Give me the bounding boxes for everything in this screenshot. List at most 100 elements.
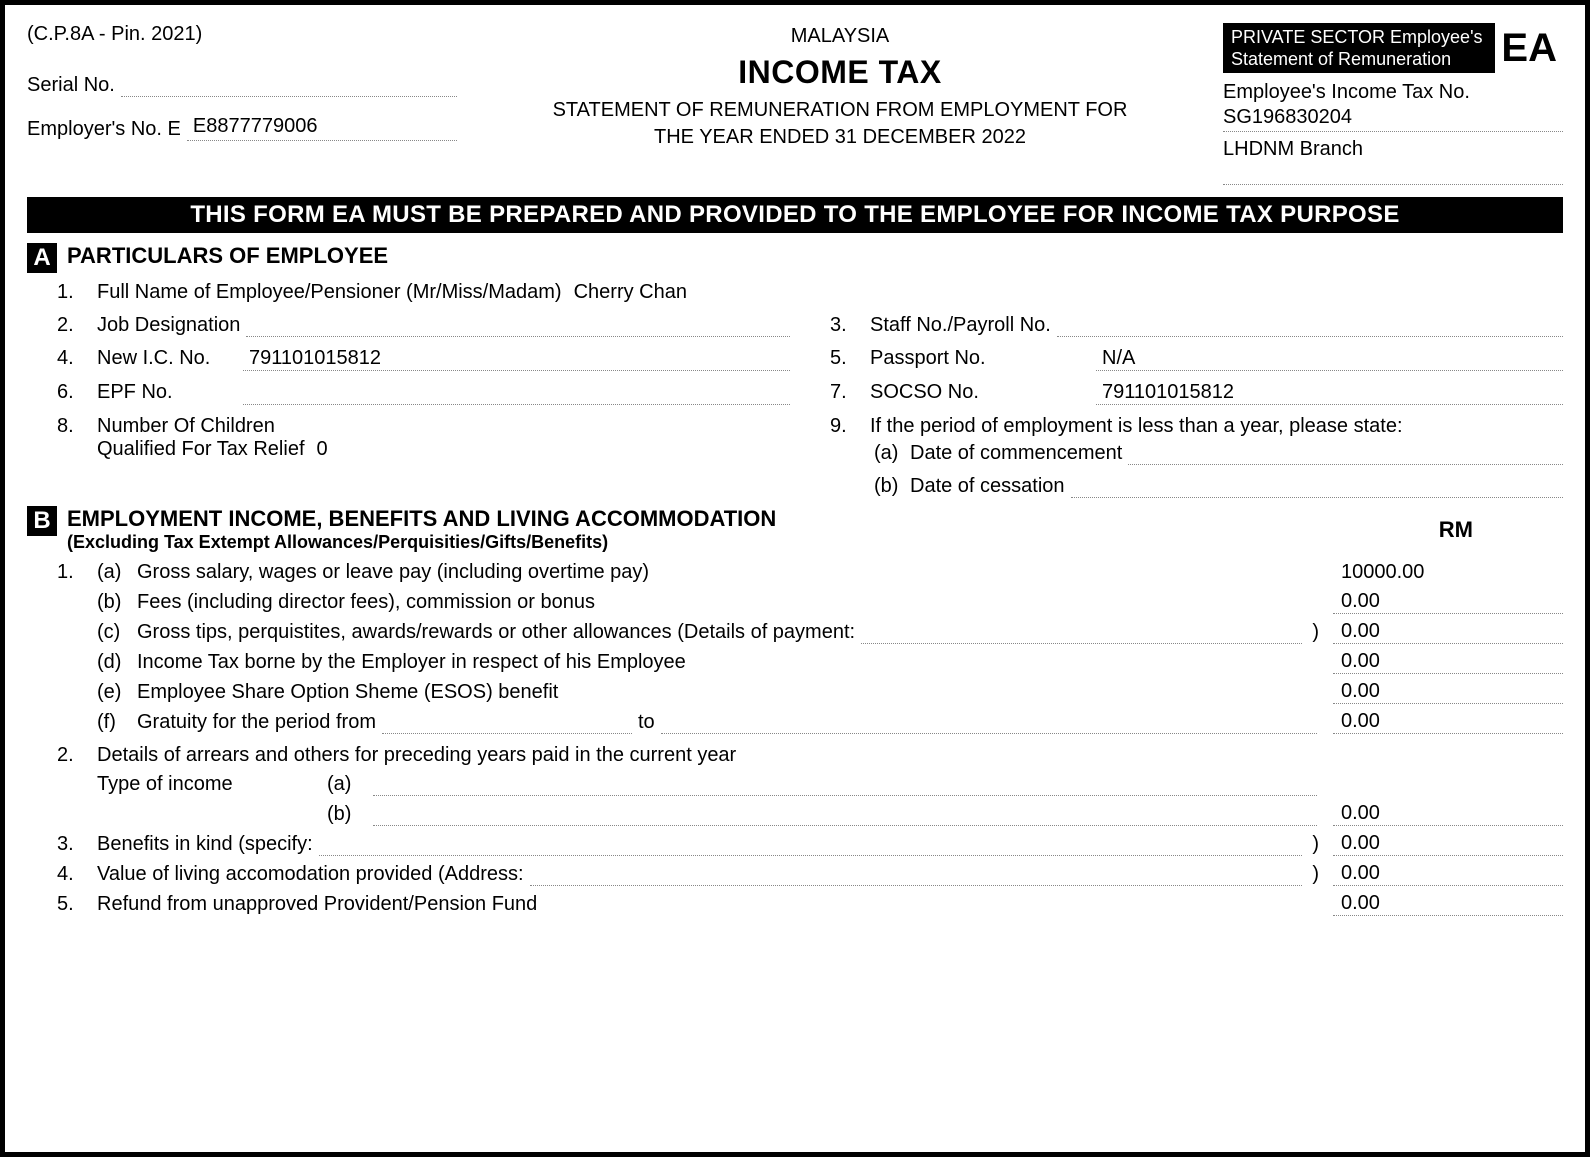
employer-row: Employer's No. E E8877779006 — [27, 115, 457, 141]
section-a-head: A PARTICULARS OF EMPLOYEE — [27, 243, 1563, 273]
a7-label: SOCSO No. — [870, 381, 1090, 405]
b1e-amt: 0.00 — [1333, 680, 1563, 704]
b1e-row: (e) Employee Share Option Sheme (ESOS) b… — [57, 680, 1563, 704]
b4-amt: 0.00 — [1333, 862, 1563, 886]
b2-row: 2. Details of arrears and others for pre… — [57, 744, 1563, 767]
rm-header: RM — [1439, 517, 1563, 543]
b1d-amt: 0.00 — [1333, 650, 1563, 674]
b2-desc: Details of arrears and others for preced… — [97, 744, 1323, 767]
a8-num: 8. — [57, 415, 97, 461]
b1f-desc2: to — [638, 711, 655, 734]
b5-desc: Refund from unapproved Provident/Pension… — [97, 893, 1323, 916]
header: (C.P.8A - Pin. 2021) Serial No. Employer… — [27, 23, 1563, 185]
b2a-row: Type of income (a) — [57, 773, 1563, 796]
a3-value — [1057, 314, 1563, 337]
emp-tax-value: SG196830204 — [1223, 104, 1563, 132]
a9b-value — [1071, 475, 1563, 498]
employer-label: Employer's No. E — [27, 118, 187, 141]
country: MALAYSIA — [457, 25, 1223, 48]
b1-num: 1. — [57, 561, 97, 584]
subtitle-l2: THE YEAR ENDED 31 DECEMBER 2022 — [457, 124, 1223, 151]
b1f-from — [382, 712, 632, 734]
a-row-6-7: 6. EPF No. 7. SOCSO No. 791101015812 — [57, 381, 1563, 405]
b4-row: 4. Value of living accomodation provided… — [57, 862, 1563, 886]
b1a-amt: 10000.00 — [1333, 561, 1563, 584]
b1c-let: (c) — [97, 621, 137, 644]
b2a-blank — [373, 774, 1317, 796]
a-row-2-3: 2. Job Designation 3. Staff No./Payroll … — [57, 314, 1563, 337]
a-row-4-5: 4. New I.C. No. 791101015812 5. Passport… — [57, 347, 1563, 371]
b2-num: 2. — [57, 744, 97, 767]
b1f-to — [661, 712, 1317, 734]
a-row-8-9: 8. Number Of Children Qualified For Tax … — [57, 415, 1563, 498]
b5-row: 5. Refund from unapproved Provident/Pens… — [57, 892, 1563, 916]
ea-letters: EA — [1495, 23, 1563, 73]
b1d-desc: Income Tax borne by the Employer in resp… — [137, 651, 1323, 674]
a2-label: Job Designation — [97, 314, 240, 337]
form-reference: (C.P.8A - Pin. 2021) — [27, 23, 457, 46]
section-a-letter: A — [27, 243, 57, 273]
b5-num: 5. — [57, 893, 97, 916]
branch-value — [1223, 161, 1563, 185]
ea-line2: Statement of Remuneration — [1231, 48, 1487, 71]
a8-label-l2: Qualified For Tax Relief — [97, 438, 305, 461]
section-b-head: B EMPLOYMENT INCOME, BENEFITS AND LIVING… — [27, 506, 1563, 553]
a9a-label: Date of commencement — [910, 442, 1122, 465]
subtitle: STATEMENT OF REMUNERATION FROM EMPLOYMEN… — [457, 97, 1223, 151]
a9a-value — [1128, 442, 1563, 465]
b2b-row: (b) 0.00 — [57, 802, 1563, 826]
a5-label: Passport No. — [870, 347, 1090, 371]
b1e-let: (e) — [97, 681, 137, 704]
b3-row: 3. Benefits in kind (specify: ) 0.00 — [57, 832, 1563, 856]
b1f-desc1: Gratuity for the period from — [137, 711, 376, 734]
b1f-amt: 0.00 — [1333, 710, 1563, 734]
b1a-desc: Gross salary, wages or leave pay (includ… — [137, 561, 1323, 584]
b5-amt: 0.00 — [1333, 892, 1563, 916]
subtitle-l1: STATEMENT OF REMUNERATION FROM EMPLOYMEN… — [457, 97, 1223, 124]
ea-box: PRIVATE SECTOR Employee's Statement of R… — [1223, 23, 1563, 73]
a5-value: N/A — [1096, 347, 1563, 371]
serial-value — [121, 75, 457, 97]
a2-value — [246, 314, 790, 337]
b2b-amt: 0.00 — [1333, 802, 1563, 826]
a9-num: 9. — [830, 415, 870, 438]
b1c-close: ) — [1308, 621, 1323, 644]
b3-blank — [319, 834, 1303, 856]
b4-blank — [530, 864, 1303, 886]
b1c-amt: 0.00 — [1333, 620, 1563, 644]
a4-num: 4. — [57, 347, 97, 371]
title: INCOME TAX — [457, 54, 1223, 91]
b3-amt: 0.00 — [1333, 832, 1563, 856]
b1f-row: (f) Gratuity for the period from to 0.00 — [57, 710, 1563, 734]
b1c-desc: Gross tips, perquistites, awards/rewards… — [137, 621, 855, 644]
b1d-row: (d) Income Tax borne by the Employer in … — [57, 650, 1563, 674]
b3-desc: Benefits in kind (specify: — [97, 833, 313, 856]
a1-label: Full Name of Employee/Pensioner (Mr/Miss… — [97, 281, 562, 304]
ea-black-label: PRIVATE SECTOR Employee's Statement of R… — [1223, 23, 1495, 73]
b1c-row: (c) Gross tips, perquistites, awards/rew… — [57, 620, 1563, 644]
a2-num: 2. — [57, 314, 97, 337]
b1f-let: (f) — [97, 711, 137, 734]
section-a-title: PARTICULARS OF EMPLOYEE — [67, 243, 388, 269]
b1b-let: (b) — [97, 591, 137, 614]
b2b-let: (b) — [327, 803, 367, 826]
b4-desc: Value of living accomodation provided (A… — [97, 863, 524, 886]
b1d-let: (d) — [97, 651, 137, 674]
a3-num: 3. — [830, 314, 870, 337]
a8-label-l1: Number Of Children — [97, 415, 790, 438]
serial-row: Serial No. — [27, 74, 457, 97]
b1a-let: (a) — [97, 561, 137, 584]
ea-line1: PRIVATE SECTOR Employee's — [1231, 26, 1487, 49]
b2b-blank — [373, 804, 1317, 826]
b1b-desc: Fees (including director fees), commissi… — [137, 591, 1323, 614]
b1b-amt: 0.00 — [1333, 590, 1563, 614]
section-b-body: 1. (a) Gross salary, wages or leave pay … — [57, 561, 1563, 916]
section-a-body: 1. Full Name of Employee/Pensioner (Mr/M… — [57, 281, 1563, 498]
header-right: PRIVATE SECTOR Employee's Statement of R… — [1223, 23, 1563, 185]
a4-label: New I.C. No. — [97, 347, 237, 371]
a6-label: EPF No. — [97, 381, 237, 405]
b2a-let: (a) — [327, 773, 367, 796]
a9-label: If the period of employment is less than… — [870, 415, 1403, 438]
b2-type-label: Type of income — [97, 773, 327, 796]
emp-tax-label: Employee's Income Tax No. — [1223, 81, 1563, 104]
